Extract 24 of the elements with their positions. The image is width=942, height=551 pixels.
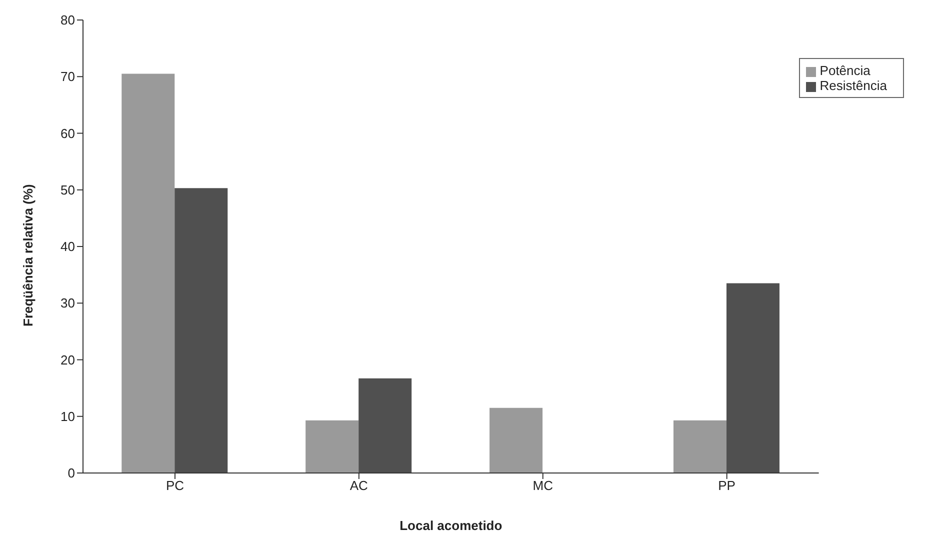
bar <box>122 74 175 473</box>
legend-label: Potência <box>820 63 870 78</box>
x-tick-label: PC <box>166 478 184 494</box>
bar <box>726 283 780 473</box>
y-tick-label: 50 <box>60 182 75 198</box>
bar <box>306 420 359 473</box>
y-tick-label: 70 <box>60 69 75 84</box>
y-tick-label: 10 <box>60 408 75 424</box>
y-tick-label: 0 <box>68 466 75 481</box>
y-tick-label: 30 <box>60 296 75 311</box>
x-tick-label: PP <box>718 478 736 494</box>
bar <box>174 188 228 473</box>
bar <box>358 378 412 473</box>
x-tick-label: MC <box>532 478 553 494</box>
y-tick-label: 60 <box>60 126 75 141</box>
x-tick-label: AC <box>350 478 368 494</box>
y-axis-title: Freqüência relativa (%) <box>20 184 36 326</box>
bar <box>490 408 543 473</box>
y-tick-label: 80 <box>60 12 75 28</box>
y-tick-label: 40 <box>60 239 75 254</box>
legend-label: Resistência <box>820 78 887 93</box>
x-axis-title: Local acometido <box>400 518 502 534</box>
bar <box>673 420 726 473</box>
y-tick-label: 20 <box>60 352 75 368</box>
